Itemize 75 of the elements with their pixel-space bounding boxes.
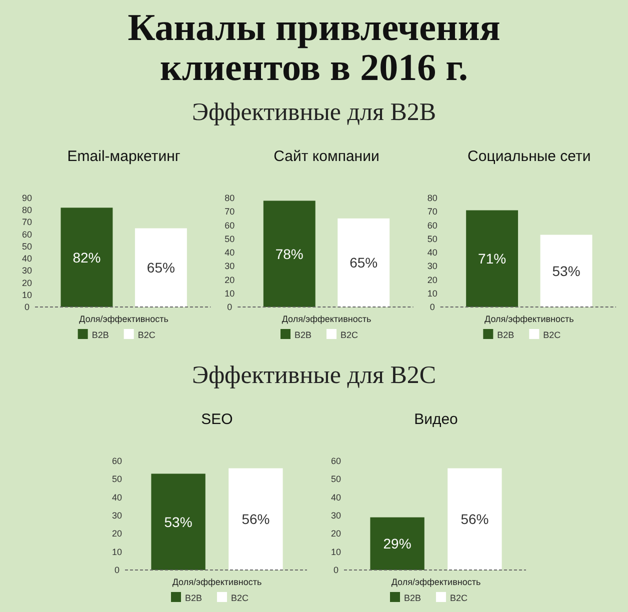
data-label: 65% <box>350 254 378 271</box>
y-tick-label: 80 <box>22 205 32 216</box>
data-label: 65% <box>146 260 175 276</box>
y-tick-label: 0 <box>114 565 120 575</box>
y-tick-label: 30 <box>112 510 122 520</box>
y-tick-label: 60 <box>112 456 122 466</box>
y-tick-label: 40 <box>112 492 122 502</box>
y-tick-label: 80 <box>224 193 235 203</box>
text: Эффективные для B2C <box>192 362 436 389</box>
data-label: 29% <box>383 536 412 552</box>
x-axis-title: Доля/эффективность <box>282 314 372 324</box>
y-tick-label: 70 <box>22 217 32 228</box>
x-axis-title: Доля/эффективность <box>391 577 481 587</box>
y-tick-label: 0 <box>430 302 435 312</box>
y-tick-label: 20 <box>330 528 342 539</box>
data-label: 71% <box>478 250 506 267</box>
y-tick-label: 10 <box>224 288 235 298</box>
data-label: 56% <box>242 511 270 528</box>
legend-label: B2B <box>497 330 514 340</box>
y-tick-label: 80 <box>427 193 438 203</box>
y-tick-label: 90 <box>22 193 32 203</box>
text: Эффективные для B2B <box>192 99 436 126</box>
chart-title: Социальные сети <box>468 148 591 165</box>
legend-label: B2B <box>404 593 422 603</box>
legend-label: B2B <box>185 593 202 603</box>
chart-title: Видео <box>414 411 458 428</box>
legend-label: B2C <box>340 330 359 340</box>
y-tick-label: 0 <box>227 302 232 312</box>
y-tick-label: 10 <box>427 288 438 298</box>
y-tick-label: 30 <box>427 261 438 272</box>
chart-title: SEO <box>201 411 233 428</box>
data-label: 78% <box>275 246 304 262</box>
y-tick-label: 50 <box>427 234 438 244</box>
x-axis-title: Доля/эффективность <box>172 577 262 587</box>
y-tick-label: 10 <box>112 546 122 557</box>
legend-label: B2B <box>294 330 312 340</box>
y-tick-label: 60 <box>427 220 438 230</box>
y-tick-label: 50 <box>330 474 342 484</box>
y-tick-label: 50 <box>22 241 32 252</box>
y-tick-label: 10 <box>22 290 32 300</box>
data-label: 82% <box>72 249 101 266</box>
y-tick-label: 30 <box>224 261 235 272</box>
x-axis-title: Доля/эффективность <box>484 314 574 324</box>
x-axis-title: Доля/эффективность <box>79 314 169 324</box>
legend-label: B2C <box>138 330 156 340</box>
data-label: 53% <box>164 514 192 530</box>
y-tick-label: 40 <box>22 254 32 264</box>
data-label: 53% <box>552 262 580 279</box>
chart-title: Сайт компании <box>274 148 380 165</box>
legend-label: B2C <box>543 330 562 340</box>
y-tick-label: 40 <box>330 492 342 502</box>
y-tick-label: 20 <box>224 274 235 285</box>
y-tick-label: 50 <box>224 234 235 244</box>
legend-label: B2C <box>231 593 250 603</box>
y-tick-label: 60 <box>330 456 342 466</box>
y-tick-label: 40 <box>224 248 235 258</box>
y-tick-label: 60 <box>224 220 235 230</box>
y-tick-label: 0 <box>24 302 30 312</box>
chart-title: Email-маркетинг <box>67 148 181 165</box>
text: Каналы привлечения клиентов в 2016 г. <box>128 7 500 89</box>
y-tick-label: 10 <box>330 546 342 557</box>
y-tick-label: 70 <box>224 206 235 217</box>
y-tick-label: 60 <box>22 229 32 240</box>
y-tick-label: 20 <box>22 278 32 288</box>
y-tick-label: 30 <box>22 266 32 276</box>
y-tick-label: 0 <box>333 565 339 575</box>
y-tick-label: 20 <box>427 274 438 285</box>
legend-label: B2C <box>450 593 468 603</box>
y-tick-label: 70 <box>427 206 438 217</box>
legend-label: B2B <box>92 330 109 340</box>
y-tick-label: 40 <box>427 248 438 258</box>
y-tick-label: 20 <box>112 528 122 539</box>
data-label: 56% <box>460 511 489 528</box>
y-tick-label: 30 <box>330 510 342 520</box>
y-tick-label: 50 <box>112 474 122 484</box>
